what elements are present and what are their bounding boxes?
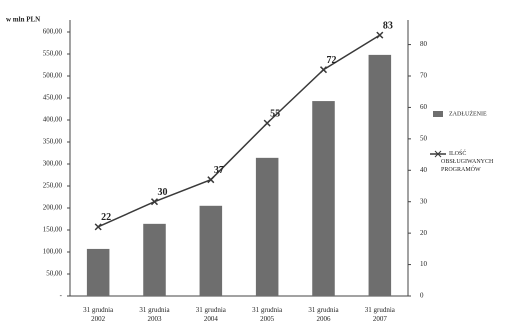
- line-marker: [207, 176, 215, 184]
- legend-label: ZADŁUŻENIE: [449, 110, 487, 117]
- y-tick-label: 150,00: [43, 226, 63, 234]
- y-tick-label: 100,00: [43, 248, 63, 256]
- y2-tick-label: 50: [420, 134, 428, 142]
- y2-tick-label: 10: [420, 260, 428, 268]
- legend-label: ILOŚĆ OBSŁUGIWANYCH PROGRAMÓW: [441, 149, 494, 173]
- y-tick-label: 300,00: [43, 160, 63, 168]
- y2-tick-label: 60: [420, 103, 428, 111]
- legend-marker: [434, 150, 442, 158]
- line-marker: [150, 198, 159, 206]
- y2-tick-label: 70: [420, 72, 428, 80]
- x-tick-label: 31 grudnia 2006: [308, 306, 339, 323]
- line-marker: [263, 119, 271, 127]
- data-label: 22: [101, 212, 111, 223]
- x-tick-label: 31 grudnia 2003: [139, 306, 170, 323]
- y-tick-label: 400,00: [43, 116, 63, 124]
- data-label: 37: [214, 165, 224, 176]
- line-marker: [376, 31, 384, 39]
- y-tick-label: 500,00: [43, 72, 63, 80]
- legend-swatch: [433, 111, 443, 117]
- bar: [199, 205, 223, 296]
- y-tick-label: -: [60, 292, 63, 300]
- y-tick-label: 250,00: [43, 182, 63, 190]
- y-tick-label: 450,00: [43, 94, 63, 102]
- data-label: 30: [158, 187, 168, 198]
- y-tick-label: 600,00: [43, 28, 63, 36]
- y-tick-label: 550,00: [43, 50, 63, 58]
- x-tick-label: 31 grudnia 2002: [83, 306, 114, 323]
- x-tick-label: 31 grudnia 2004: [196, 306, 227, 323]
- y2-tick-label: 20: [420, 229, 428, 237]
- data-label: 72: [327, 55, 337, 66]
- line-marker: [94, 223, 102, 231]
- y2-tick-label: 80: [420, 40, 428, 48]
- line: [97, 34, 381, 228]
- y2-tick-label: 30: [420, 197, 428, 205]
- data-label: 55: [270, 108, 280, 119]
- y-axis-label: w mln PLN: [6, 16, 40, 24]
- bar: [255, 157, 279, 296]
- x-tick-label: 31 grudnia 2005: [252, 306, 283, 323]
- y2-tick-label: 40: [420, 166, 428, 174]
- line-marker: [319, 66, 328, 74]
- bar: [368, 54, 392, 296]
- y2-tick-label: 0: [420, 292, 424, 300]
- bar: [86, 248, 110, 296]
- data-label: 83: [383, 20, 393, 31]
- y-tick-label: 50,00: [46, 270, 62, 278]
- x-tick-label: 31 grudnia 2007: [365, 306, 396, 323]
- bar: [143, 223, 166, 296]
- y-tick-label: 200,00: [43, 204, 63, 212]
- y-tick-label: 350,00: [43, 138, 63, 146]
- bar: [312, 101, 335, 296]
